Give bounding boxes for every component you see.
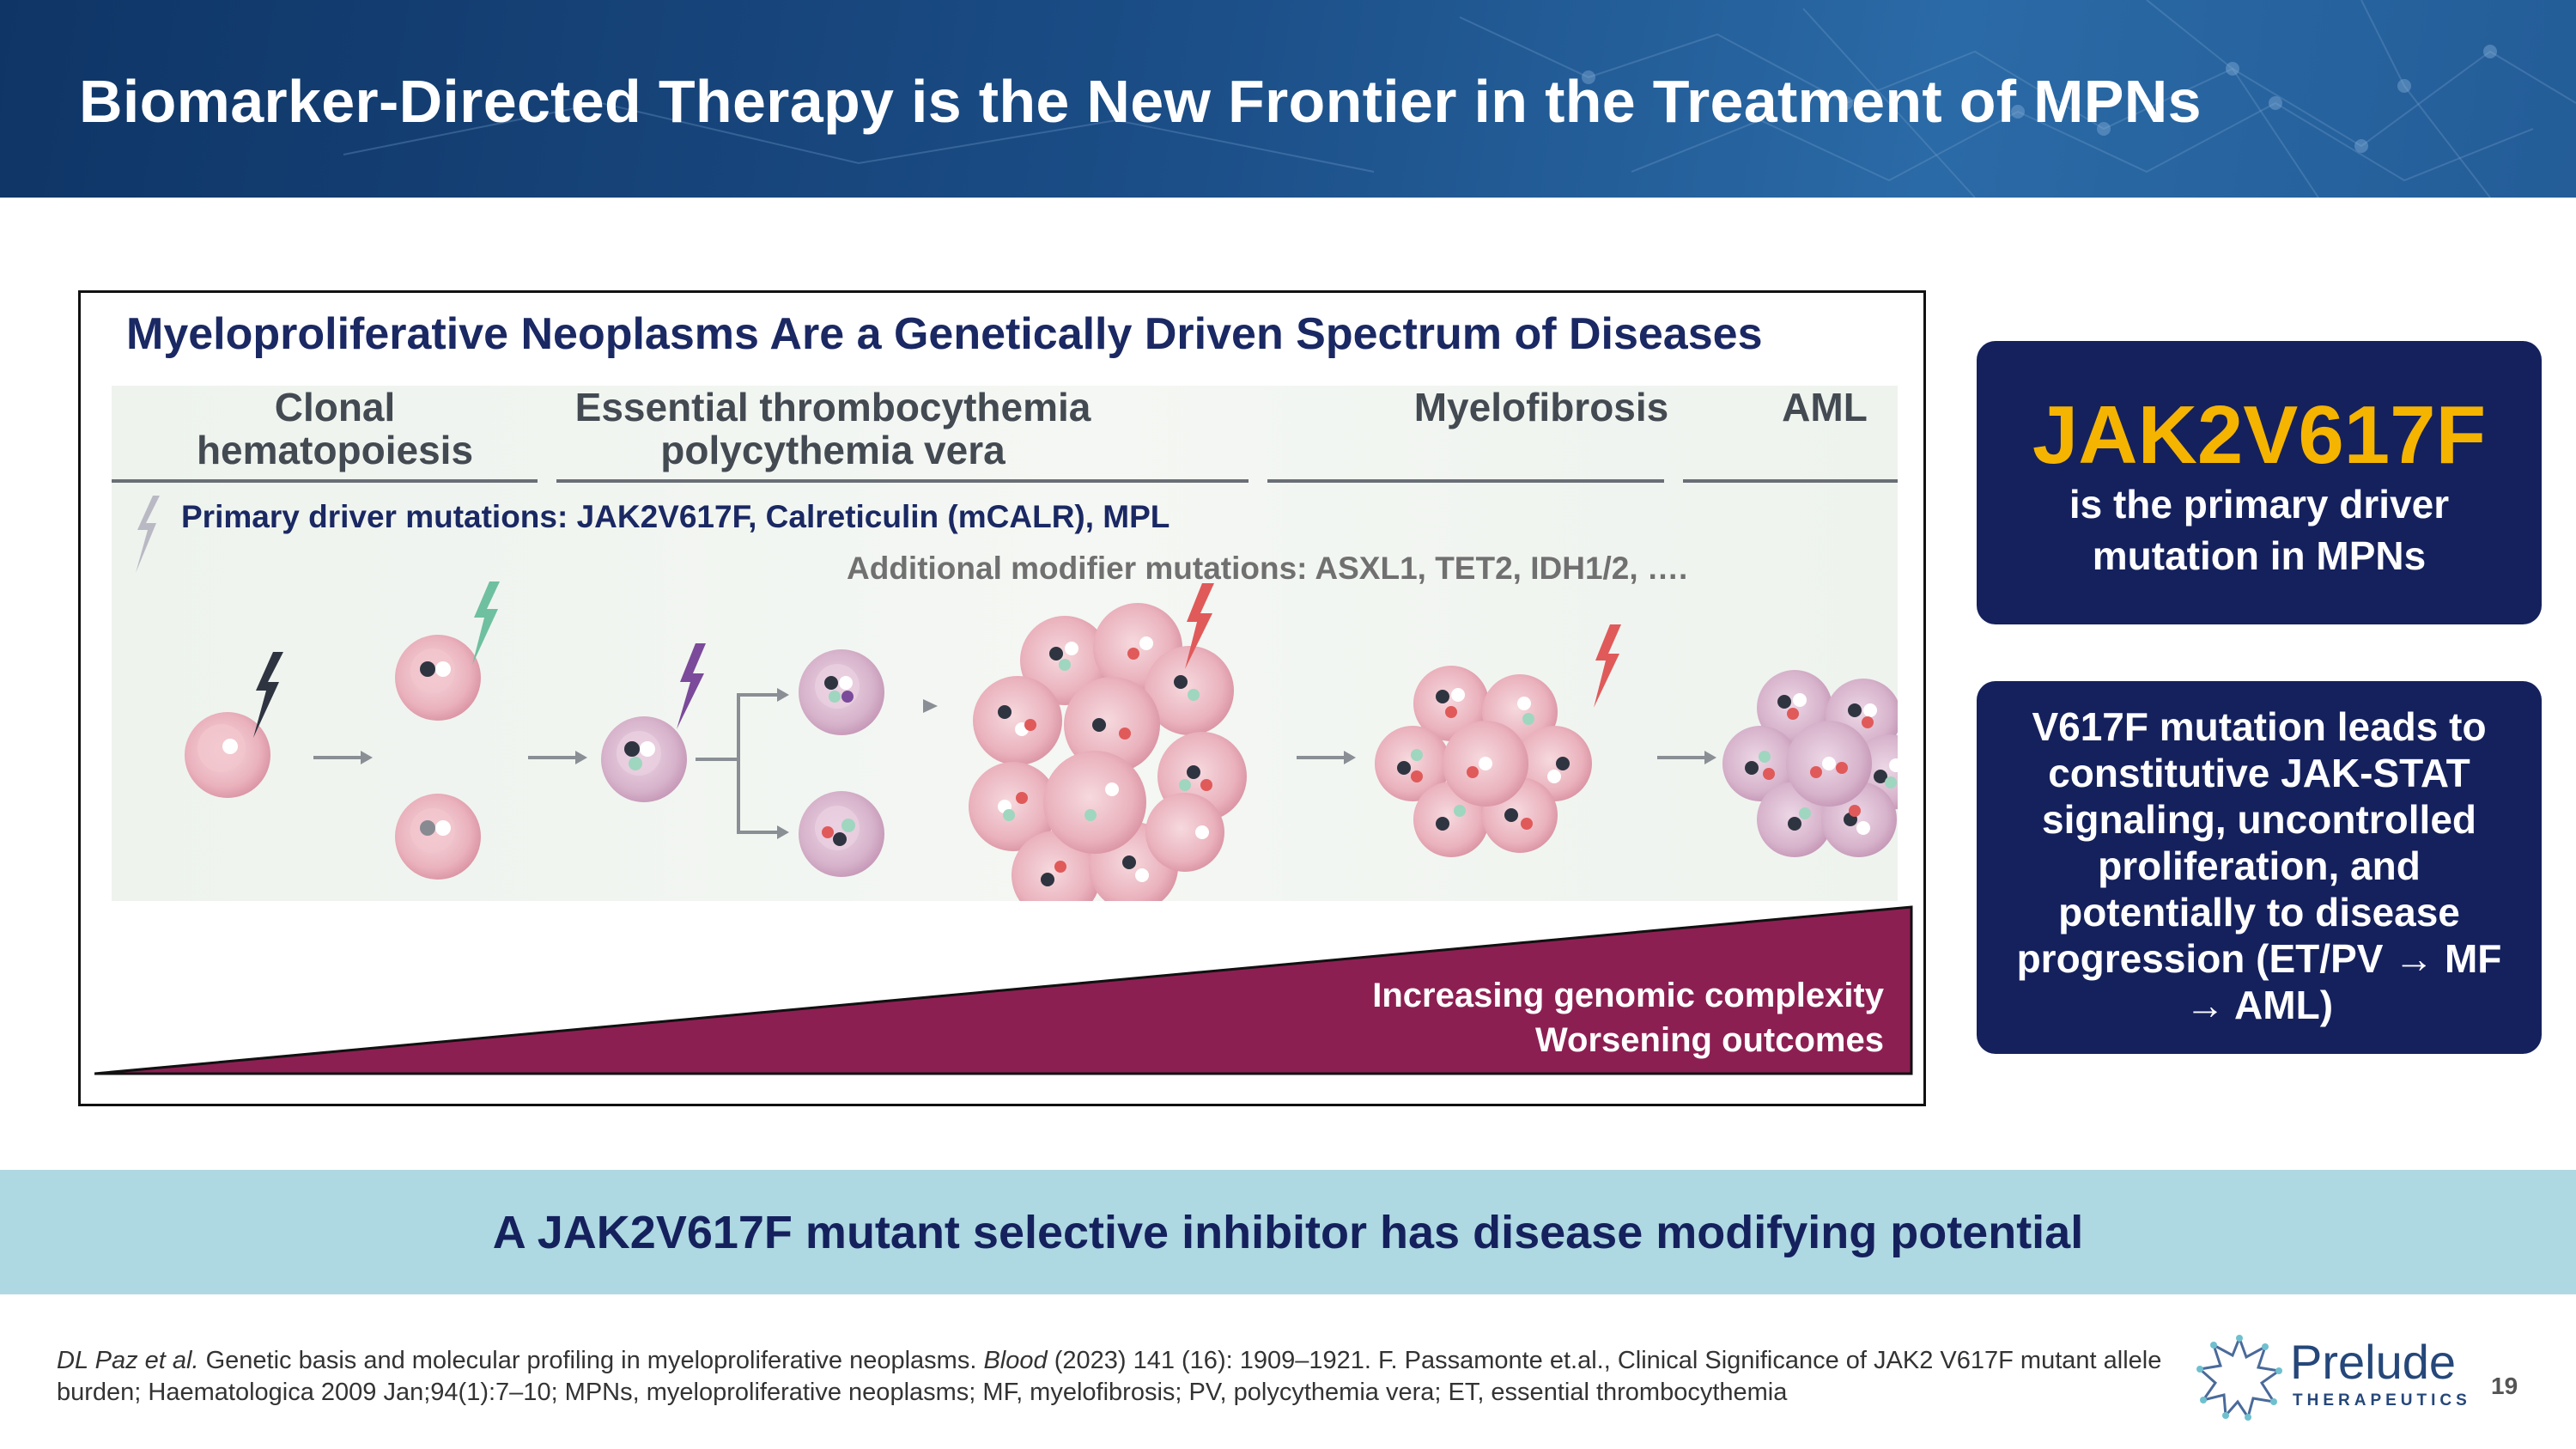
v617f-mechanism-card: V617F mutation leads to constitutive JAK… (1977, 681, 2542, 1054)
prelude-logo-icon (2196, 1334, 2282, 1421)
page-number: 19 (2491, 1373, 2518, 1399)
cell-cluster (1722, 670, 1898, 857)
jak2-title: JAK2V617F (2032, 389, 2487, 481)
driver-mutations-text: Primary driver mutations: JAK2V617F, Cal… (181, 499, 1170, 534)
stage-label-line2: Myelofibrosis (1413, 385, 1669, 429)
jak2-description: is the primary driver mutation in MPNs (2069, 482, 2450, 578)
cell-cluster (969, 603, 1247, 901)
stage-label-line2: hematopoiesis (196, 428, 474, 472)
jak2-driver-card: JAK2V617F is the primary driver mutation… (1977, 341, 2542, 624)
cell-evolution-graphic (136, 496, 1898, 901)
lightning-bolt-icon (1185, 583, 1214, 669)
lightning-bolt-icon (1594, 624, 1621, 708)
wedge-label-outcomes: Worsening outcomes (1535, 1021, 1884, 1059)
stage-et-pv: Essential thrombocythemia polycythemia v… (558, 386, 1108, 472)
ref-text-1: Genetic basis and molecular profiling in… (198, 1347, 984, 1374)
cell-icon (395, 794, 481, 880)
key-message-banner: A JAK2V617F mutant selective inhibitor h… (0, 1170, 2576, 1294)
ref-journal: Blood (983, 1347, 1048, 1374)
arrow-right-icon (923, 699, 938, 713)
cell-icon (601, 716, 687, 802)
lightning-bolt-icon (136, 496, 160, 573)
arrow-right-icon (1657, 751, 1716, 764)
page-title: Biomarker-Directed Therapy is the New Fr… (79, 68, 2202, 135)
lightning-bolt-icon (253, 652, 283, 738)
arrow-right-icon (1297, 751, 1356, 764)
arrow-right-icon (528, 751, 587, 764)
lightning-bolt-icon (677, 643, 706, 729)
disease-spectrum-panel: Clonal hematopoiesis Essential thrombocy… (112, 386, 1898, 901)
modifier-mutations-text: Additional modifier mutations: ASXL1, TE… (847, 551, 1688, 586)
references: DL Paz et al. Genetic basis and molecula… (57, 1345, 2186, 1409)
lightning-bolt-icon (472, 581, 500, 665)
logo-subtitle: THERAPEUTICS (2293, 1391, 2471, 1409)
wedge-label-complexity: Increasing genomic complexity (1372, 977, 1884, 1014)
stage-label-line1: Clonal (274, 385, 396, 429)
arrow-right-icon (313, 751, 373, 764)
stage-divider (556, 479, 1249, 483)
stage-divider (112, 479, 538, 483)
cell-icon (799, 791, 884, 877)
header-bar: Biomarker-Directed Therapy is the New Fr… (0, 0, 2576, 198)
stage-label-line1: Essential thrombocythemia (574, 385, 1091, 429)
stage-label-line2: polycythemia vera (660, 428, 1005, 472)
cell-icon (799, 649, 884, 735)
cell-icon (185, 712, 270, 798)
stage-clonal-hematopoiesis: Clonal hematopoiesis (163, 386, 507, 472)
stage-aml: AML (1760, 386, 1889, 429)
network-background-graphic (343, 0, 2576, 198)
banner-text: A JAK2V617F mutant selective inhibitor h… (492, 1207, 2084, 1258)
stage-myelofibrosis: Myelofibrosis (1340, 386, 1743, 429)
stage-divider (1267, 479, 1664, 483)
cell-icon (395, 635, 481, 721)
mpn-spectrum-figure: Myeloproliferative Neoplasms Are a Genet… (78, 290, 1926, 1106)
logo-wordmark: Prelude (2290, 1335, 2457, 1389)
v617f-description: V617F mutation leads to constitutive JAK… (2016, 704, 2502, 1027)
stage-label-line2: AML (1782, 385, 1868, 429)
branch-arrow-icon (696, 688, 789, 839)
ref-author: DL Paz et al. (57, 1347, 199, 1374)
cell-cluster (1375, 666, 1592, 857)
figure-title: Myeloproliferative Neoplasms Are a Genet… (126, 309, 1763, 359)
stage-divider (1683, 479, 1898, 483)
complexity-wedge (94, 905, 1913, 1075)
ref-text-2: (2023) 141 (16): 1909–1921. F. Passamont… (57, 1347, 2162, 1406)
